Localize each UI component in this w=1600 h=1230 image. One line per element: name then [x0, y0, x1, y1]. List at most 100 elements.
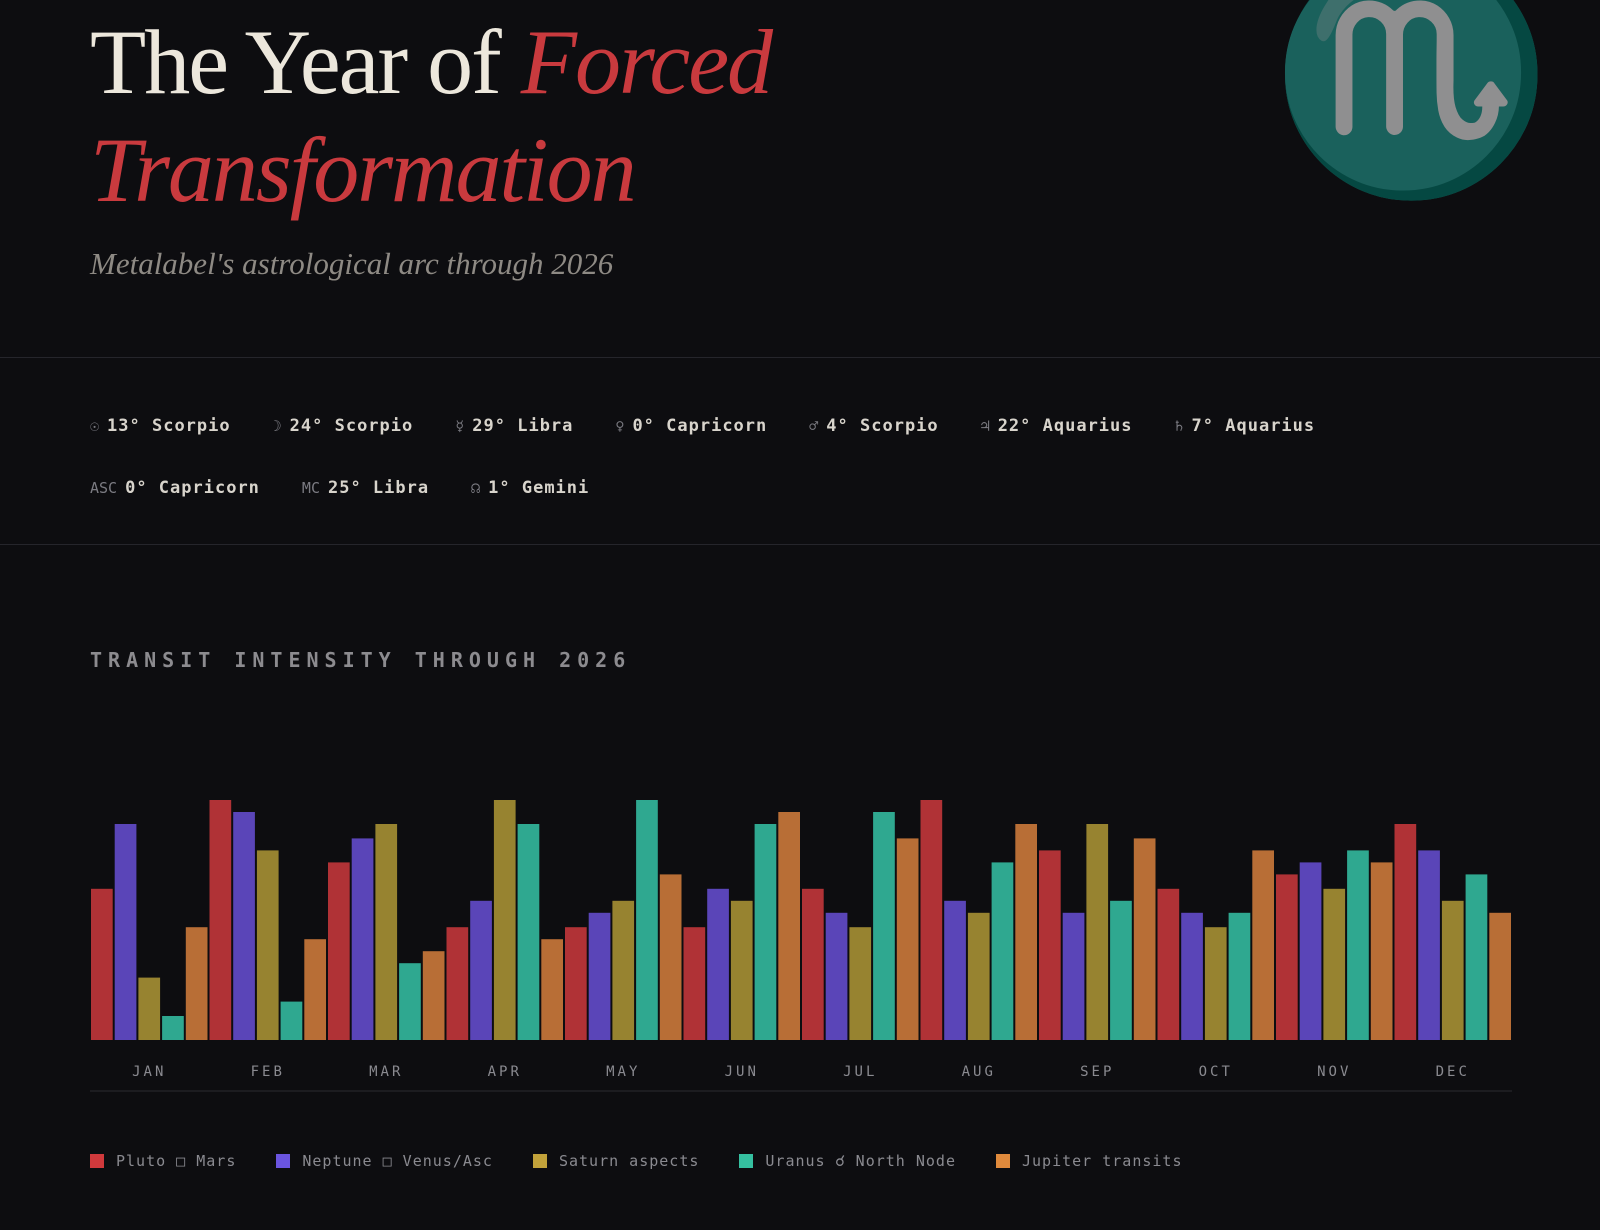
title-plain: The Year of	[90, 11, 521, 113]
placement-value: 29° Libra	[472, 416, 574, 436]
title-accent-forced: Forced	[520, 11, 773, 113]
bar-dec-series-1	[1394, 824, 1417, 1040]
x-tick-label: APR	[488, 1064, 522, 1080]
legend-item: Saturn aspects	[532, 1152, 700, 1170]
x-tick-label: OCT	[1199, 1064, 1233, 1080]
legend-swatch	[90, 1154, 104, 1168]
bar-sep-series-2	[1062, 912, 1085, 1040]
bar-mar-series-2	[351, 838, 374, 1040]
page-title: The Year of Forced Transformation	[90, 8, 990, 224]
bar-apr-series-2	[470, 900, 492, 1040]
placement-saturn: ♄ 7° Aquarius	[1175, 416, 1316, 436]
legend-swatch	[276, 1154, 291, 1168]
bar-may-series-4	[636, 800, 658, 1040]
legend-swatch	[996, 1154, 1010, 1168]
x-tick-label: MAY	[606, 1064, 640, 1080]
page-subtitle: Metalabel's astrological arc through 202…	[90, 246, 614, 281]
bar-nov-series-1	[1276, 874, 1298, 1040]
bar-may-series-2	[588, 912, 611, 1040]
placement-value: 0° Capricorn	[632, 416, 768, 436]
placement-value: 13° Scorpio	[107, 416, 231, 436]
bar-mar-series-3	[375, 824, 398, 1040]
bar-dec-series-4	[1465, 874, 1488, 1040]
bar-jun-series-4	[754, 824, 777, 1040]
bar-jun-series-2	[707, 888, 729, 1040]
mercury-icon: ☿	[455, 417, 465, 435]
bar-may-series-1	[565, 927, 587, 1040]
bar-oct-series-3	[1204, 927, 1227, 1040]
legend-item: Pluto □ Mars	[90, 1152, 236, 1170]
bar-jan-series-1	[91, 888, 113, 1040]
bar-nov-series-5	[1370, 862, 1393, 1040]
bar-aug-series-3	[967, 912, 990, 1040]
placement-value: 24° Scorpio	[289, 416, 414, 436]
chart-title: TRANSIT INTENSITY THROUGH 2026	[90, 648, 632, 672]
placement-mercury: ☿ 29° Libra	[455, 416, 573, 436]
bar-aug-series-1	[920, 800, 943, 1040]
bar-sep-series-4	[1110, 900, 1132, 1040]
placements-row-1: ☉ 13° Scorpio ☽ 24° Scorpio ☿ 29° Libra ♀ 0° Ca…	[90, 395, 1510, 457]
bar-nov-series-3	[1323, 888, 1346, 1040]
placement-mars: ♂ 4° Scorpio	[809, 416, 938, 436]
hero: The Year of Forced Transformation	[90, 8, 990, 224]
bar-nov-series-4	[1347, 850, 1369, 1040]
bar-feb-series-2	[233, 812, 255, 1040]
legend-label: Saturn aspects	[558, 1152, 700, 1170]
bar-apr-series-3	[493, 800, 516, 1040]
bar-oct-series-4	[1228, 912, 1251, 1040]
saturn-icon: ♄	[1174, 417, 1184, 435]
bar-may-series-5	[659, 874, 682, 1040]
bar-apr-series-4	[517, 824, 540, 1040]
divider	[0, 357, 1600, 358]
bar-dec-series-5	[1489, 912, 1511, 1040]
divider	[0, 544, 1600, 545]
x-tick-label: JAN	[132, 1064, 166, 1080]
placements-row-2: ASC 0° Capricorn MC 25° Libra ☊ 1° Gemini	[90, 457, 1510, 519]
bar-sep-series-5	[1133, 838, 1156, 1040]
bar-jul-series-5	[896, 838, 919, 1040]
bar-sep-series-1	[1039, 850, 1061, 1040]
placement-ascendant: ASC 0° Capricorn	[90, 478, 260, 498]
chart-legend: Pluto □ Mars Neptune □ Venus/Asc Saturn as…	[90, 1152, 1223, 1170]
jupiter-icon: ♃	[980, 417, 990, 435]
x-tick-label: SEP	[1080, 1064, 1114, 1080]
placement-value: 25° Libra	[327, 478, 430, 498]
bar-jan-series-4	[162, 1016, 184, 1040]
placement-midheaven: MC 25° Libra	[302, 478, 429, 498]
bar-mar-series-5	[422, 951, 445, 1040]
x-tick-label: JUL	[843, 1064, 877, 1080]
bar-may-series-3	[612, 900, 635, 1040]
x-tick-label: DEC	[1436, 1064, 1470, 1080]
x-tick-label: NOV	[1317, 1064, 1351, 1080]
midheaven-label: MC	[301, 479, 320, 497]
bar-oct-series-5	[1252, 850, 1274, 1040]
legend-label: Jupiter transits	[1022, 1152, 1183, 1170]
bar-aug-series-4	[991, 862, 1014, 1040]
moon-icon: ☽	[272, 417, 282, 435]
bar-apr-series-1	[446, 927, 469, 1040]
bar-jun-series-3	[730, 900, 753, 1040]
x-tick-label: JUN	[725, 1064, 759, 1080]
placement-venus: ♀ 0° Capricorn	[615, 416, 767, 436]
bar-feb-series-3	[256, 850, 279, 1040]
bar-feb-series-5	[304, 939, 326, 1040]
bar-jan-series-5	[185, 927, 208, 1040]
venus-icon: ♀	[615, 417, 625, 435]
placement-value: 22° Aquarius	[997, 416, 1133, 436]
legend-label: Pluto □ Mars	[116, 1152, 237, 1170]
planet-placements: ☉ 13° Scorpio ☽ 24° Scorpio ☿ 29° Libra ♀ 0° Ca…	[90, 395, 1510, 519]
bar-mar-series-1	[328, 862, 350, 1040]
bar-jan-series-3	[138, 977, 161, 1040]
x-tick-label: AUG	[962, 1064, 996, 1080]
placement-value: 7° Aquarius	[1191, 416, 1316, 436]
legend-swatch	[532, 1154, 547, 1168]
ascendant-label: ASC	[90, 479, 118, 497]
bar-jun-series-1	[683, 927, 706, 1040]
bar-feb-series-4	[280, 1001, 303, 1040]
placement-value: 4° Scorpio	[826, 416, 939, 436]
bar-sep-series-3	[1086, 824, 1109, 1040]
legend-item: Jupiter transits	[996, 1152, 1183, 1170]
placement-sun: ☉ 13° Scorpio	[90, 416, 231, 436]
legend-item: Neptune □ Venus/Asc	[276, 1152, 493, 1170]
